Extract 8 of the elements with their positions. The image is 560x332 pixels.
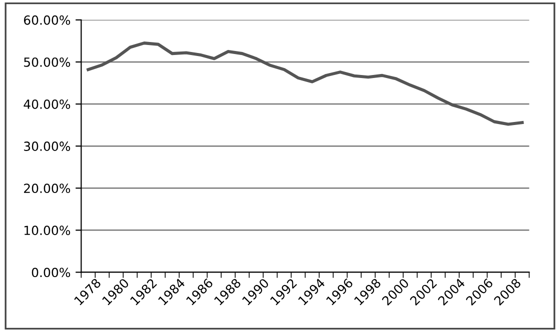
y-tick-label: 50.00% bbox=[24, 57, 70, 67]
y-tick-label: 10.00% bbox=[24, 226, 70, 236]
y-tick-label: 60.00% bbox=[24, 15, 70, 25]
y-tick-label: 0.00% bbox=[32, 268, 70, 278]
line-series bbox=[86, 42, 524, 126]
y-tick-label: 40.00% bbox=[24, 100, 70, 109]
y-tick-label: 20.00% bbox=[24, 184, 70, 194]
y-tick-label: 30.00% bbox=[24, 142, 70, 152]
